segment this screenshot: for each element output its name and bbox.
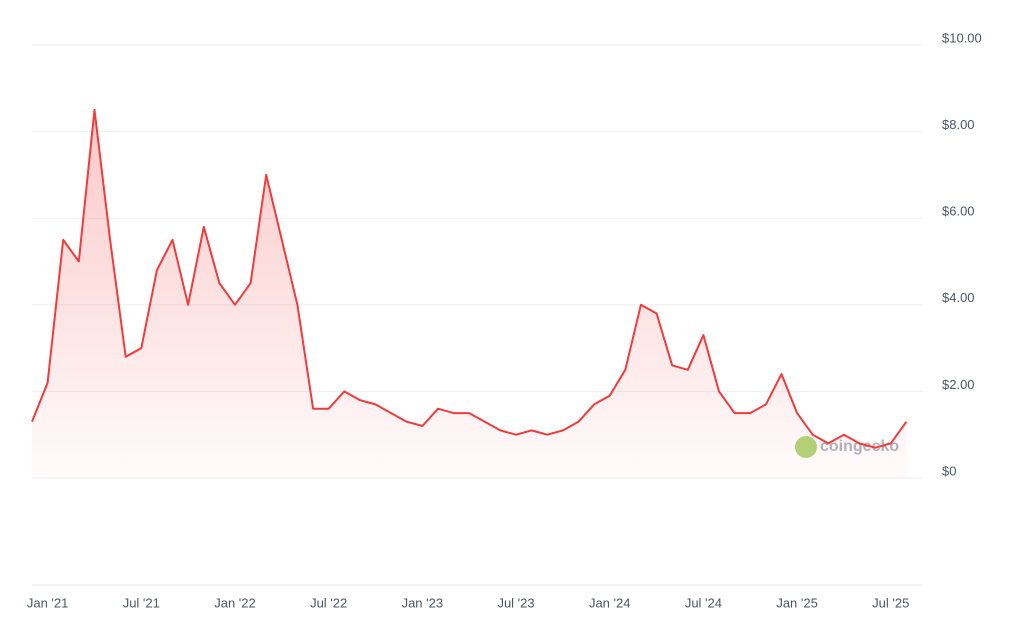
x-tick-label: Jan '22: [214, 595, 256, 610]
x-tick-label: Jan '25: [776, 595, 818, 610]
y-tick-label: $2.00: [942, 377, 975, 392]
x-tick-label: Jan '21: [27, 595, 69, 610]
y-tick-label: $4.00: [942, 290, 975, 305]
area: [32, 109, 907, 479]
x-tick-label: Jul '21: [123, 595, 160, 610]
price-line: [31, 108, 908, 449]
y-tick-label: $0: [942, 463, 956, 478]
x-tick-label: Jul '24: [685, 595, 722, 610]
y-tick-label: $8.00: [942, 117, 975, 132]
x-tick-label: Jul '23: [497, 595, 534, 610]
y-tick-label: $6.00: [942, 204, 975, 219]
y-tick-label: $10.00: [942, 30, 982, 45]
x-tick-label: Jul '22: [310, 595, 347, 610]
x-tick-label: Jan '23: [402, 595, 444, 610]
x-tick-label: Jul '25: [872, 595, 909, 610]
x-tick-label: Jan '24: [589, 595, 631, 610]
